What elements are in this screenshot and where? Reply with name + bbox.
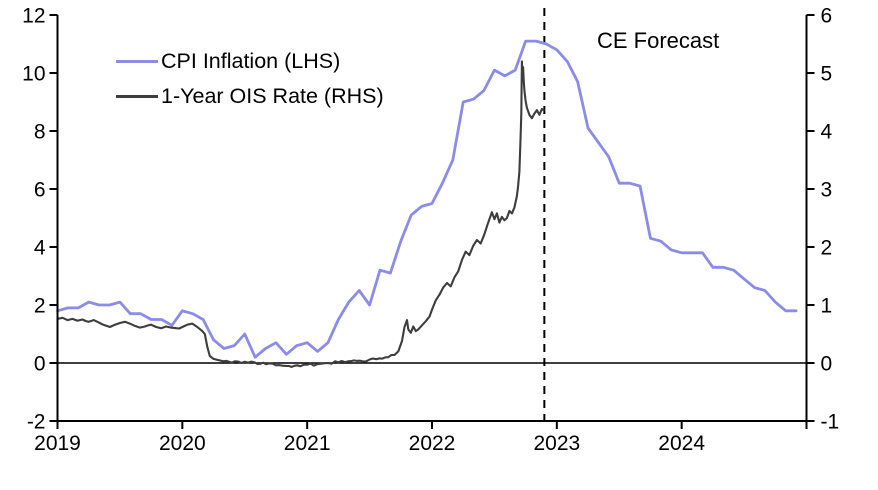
legend-item-cpi: CPI Inflation (LHS) (116, 48, 384, 75)
right-axis-label: 2 (821, 236, 833, 259)
right-axis-label: 3 (821, 178, 833, 201)
right-axis-label: 5 (821, 62, 833, 85)
right-axis-label: 4 (821, 120, 833, 143)
x-axis-label: 2024 (658, 432, 705, 455)
cpi-legend-label: CPI Inflation (LHS) (161, 49, 341, 73)
left-axis-label: -2 (27, 410, 46, 433)
legend-item-ois: 1-Year OIS Rate (RHS) (116, 83, 384, 110)
ois-line (57, 60, 545, 368)
cpi-line-swatch (116, 60, 158, 63)
left-axis-label: 10 (22, 62, 45, 85)
forecast-annotation: CE Forecast (597, 28, 720, 53)
left-axis-label: 2 (34, 294, 46, 317)
x-axis-label: 2021 (284, 432, 331, 455)
right-axis-label: 6 (821, 4, 833, 27)
cpi-line (56, 39, 798, 359)
x-axis-label: 2020 (159, 432, 206, 455)
left-axis-label: 8 (34, 120, 46, 143)
ois-legend-label: 1-Year OIS Rate (RHS) (161, 84, 384, 108)
right-axis-label: -1 (821, 410, 840, 433)
x-axis-label: 2022 (409, 432, 456, 455)
x-axis-label: 2023 (533, 432, 580, 455)
right-axis-label: 0 (821, 352, 833, 375)
ois-line-swatch (116, 95, 158, 98)
left-axis-label: 0 (34, 352, 46, 375)
x-axis-label: 2019 (34, 432, 81, 455)
left-axis-label: 6 (34, 178, 46, 201)
left-axis-label: 4 (34, 236, 46, 259)
right-axis-label: 1 (821, 294, 833, 317)
legend: CPI Inflation (LHS) 1-Year OIS Rate (RHS… (116, 48, 384, 118)
left-axis-label: 12 (22, 4, 45, 27)
